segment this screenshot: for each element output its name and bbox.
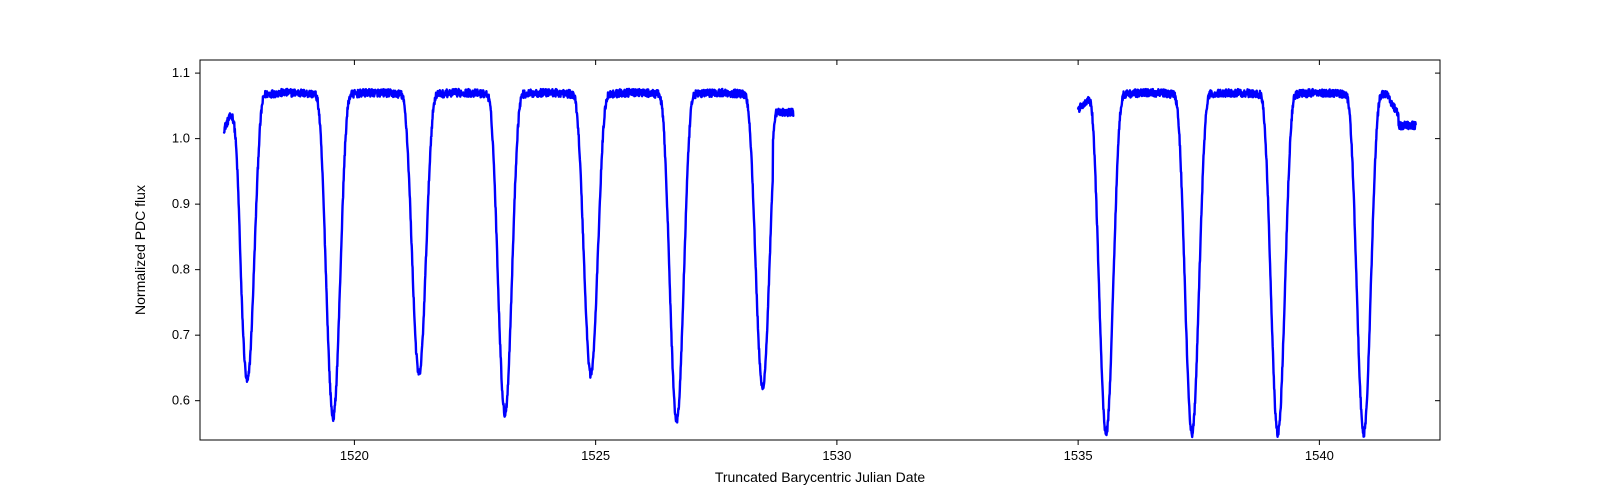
chart-container: 1520 1525 1530 1535 1540 0.6 0.7 0.8 0.9 1.0 1.1 Tr… — [0, 0, 1600, 500]
ytick-label: 1.1 — [172, 65, 190, 80]
ytick-label: 0.9 — [172, 196, 190, 211]
x-axis-label: Truncated Barycentric Julian Date — [715, 469, 926, 485]
ytick-label: 0.6 — [172, 393, 190, 408]
xtick-label: 1540 — [1305, 448, 1334, 463]
ytick-label: 0.8 — [172, 262, 190, 277]
lightcurve-chart-svg: 1520 1525 1530 1535 1540 0.6 0.7 0.8 0.9 1.0 1.1 Tr… — [0, 0, 1600, 500]
ytick-label: 1.0 — [172, 131, 190, 146]
xtick-label: 1525 — [581, 448, 610, 463]
xtick-label: 1535 — [1064, 448, 1093, 463]
xtick-label: 1530 — [822, 448, 851, 463]
y-axis-label: Normalized PDC flux — [132, 185, 148, 315]
lightcurve-segment — [1078, 89, 1416, 437]
ytick-label: 0.7 — [172, 327, 190, 342]
xtick-label: 1520 — [340, 448, 369, 463]
plot-border — [200, 60, 1440, 440]
lightcurve-segment — [224, 89, 793, 423]
